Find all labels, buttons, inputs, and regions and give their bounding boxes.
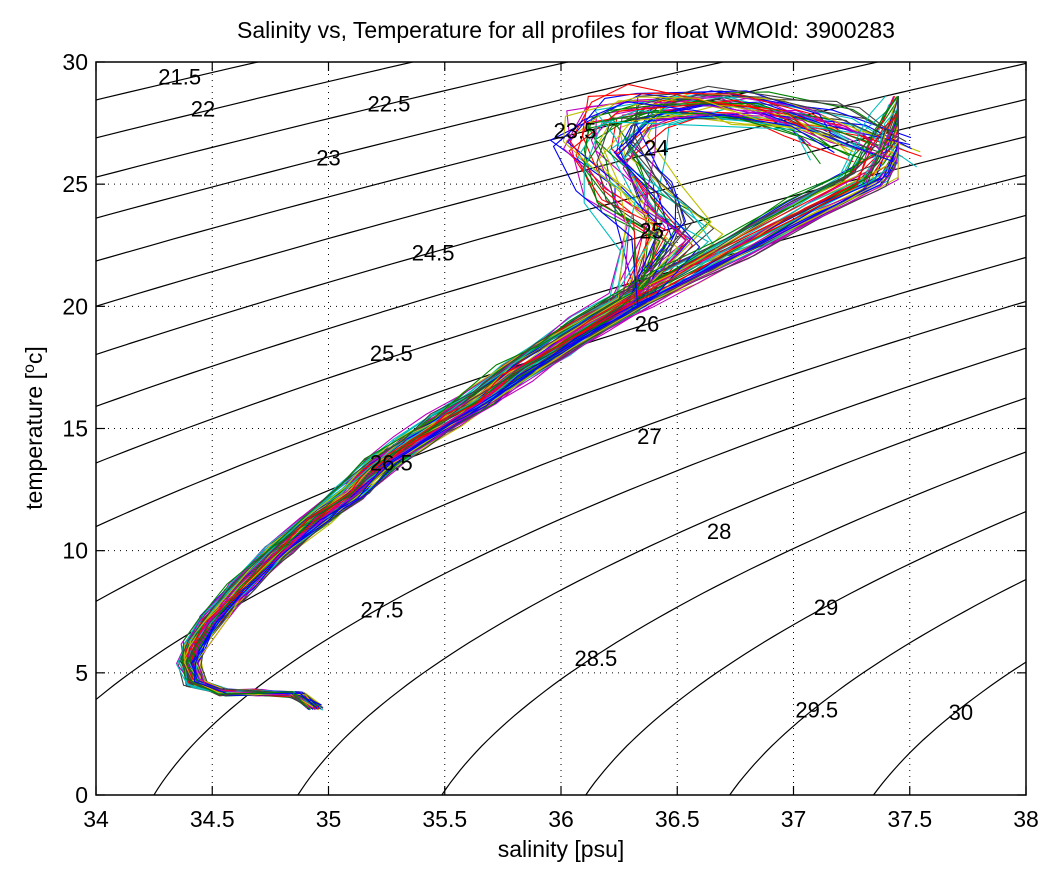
- profile-line: [185, 111, 821, 707]
- density-contour-label: 22: [191, 96, 215, 121]
- density-contour-label: 29: [814, 595, 838, 620]
- y-tick-label: 30: [62, 49, 88, 75]
- y-axis-label-superscript: o: [21, 364, 38, 373]
- density-contour-label: 26.5: [370, 451, 413, 476]
- profile-line: [195, 103, 899, 709]
- profile-line: [182, 96, 899, 711]
- density-contour: [96, 256, 1026, 603]
- x-tick-label: 35: [316, 806, 342, 832]
- profile-line: [181, 109, 857, 705]
- profile-line: [191, 111, 898, 710]
- density-contour: [96, 136, 1026, 407]
- density-contour: [585, 510, 1026, 795]
- density-contour: [96, 98, 1026, 356]
- y-tick-label: 15: [62, 416, 88, 442]
- density-contour-label: 24: [644, 136, 668, 161]
- density-contour: [441, 451, 1026, 795]
- float-profiles: [175, 83, 922, 711]
- density-contour-label: 28.5: [574, 646, 617, 671]
- density-contour: [96, 62, 726, 219]
- density-contour-label: 30: [949, 700, 973, 725]
- density-contour: [96, 300, 1026, 701]
- x-tick-label: 37.5: [887, 806, 932, 832]
- density-contour-label: 24.5: [412, 241, 455, 266]
- profile-line: [190, 96, 899, 706]
- density-contours: [96, 62, 1026, 795]
- x-tick-label: 34: [83, 806, 109, 832]
- density-contour-label: 21.5: [158, 65, 201, 90]
- x-tick-labels: 34 34.5 35 35.5 36 36.5 37 37.5 38: [83, 806, 1039, 832]
- y-tick-label: 0: [75, 782, 88, 808]
- y-tick-label: 20: [62, 293, 88, 319]
- y-tick-label: 25: [62, 171, 88, 197]
- axis-ticks: [95, 61, 1027, 796]
- density-contour-label: 23.5: [554, 118, 597, 143]
- y-tick-labels: 0 5 10 15 20 25 30: [62, 49, 88, 808]
- density-contour-label: 22.5: [368, 92, 411, 117]
- x-tick-label: 36.5: [655, 806, 700, 832]
- profile-line: [186, 110, 888, 709]
- x-tick-label: 38: [1013, 806, 1039, 832]
- x-tick-label: 34.5: [190, 806, 235, 832]
- density-contour-label: 27: [637, 424, 661, 449]
- x-tick-label: 36: [548, 806, 574, 832]
- density-contour-labels: 21.5 22 22.5 23 23.5 24 24.5 25 25.5 26 26.5 27 27.5…: [158, 65, 973, 725]
- density-contour-label: 23: [316, 145, 340, 170]
- density-contour: [872, 661, 1026, 795]
- chart-title: Salinity vs, Temperature for all profile…: [237, 17, 895, 43]
- profile-line: [193, 101, 835, 709]
- profile-line: [180, 96, 899, 710]
- x-axis-label: salinity [psu]: [498, 836, 625, 862]
- density-contour-label: 26: [635, 311, 659, 336]
- density-contour: [728, 578, 1026, 795]
- density-contour-label: 28: [707, 519, 731, 544]
- y-axis-label-tail: c]: [21, 346, 47, 364]
- density-contour-label: 29.5: [795, 697, 838, 722]
- density-contour: [96, 62, 571, 178]
- y-axis-label-main: temperature [: [21, 372, 47, 509]
- profile-line: [194, 106, 899, 709]
- density-contour-label: 25.5: [370, 341, 413, 366]
- density-contour: [96, 174, 1026, 464]
- y-axis-label: temperature [oc]: [21, 346, 47, 510]
- x-tick-label: 35.5: [422, 806, 467, 832]
- density-contour: [96, 62, 881, 262]
- x-tick-label: 37: [781, 806, 807, 832]
- y-tick-label: 10: [62, 538, 88, 564]
- y-tick-label: 5: [75, 660, 88, 686]
- density-contour: [96, 214, 1026, 528]
- density-contour: [297, 397, 1026, 795]
- density-contour-label: 27.5: [361, 597, 404, 622]
- density-contour-label: 25: [639, 219, 663, 244]
